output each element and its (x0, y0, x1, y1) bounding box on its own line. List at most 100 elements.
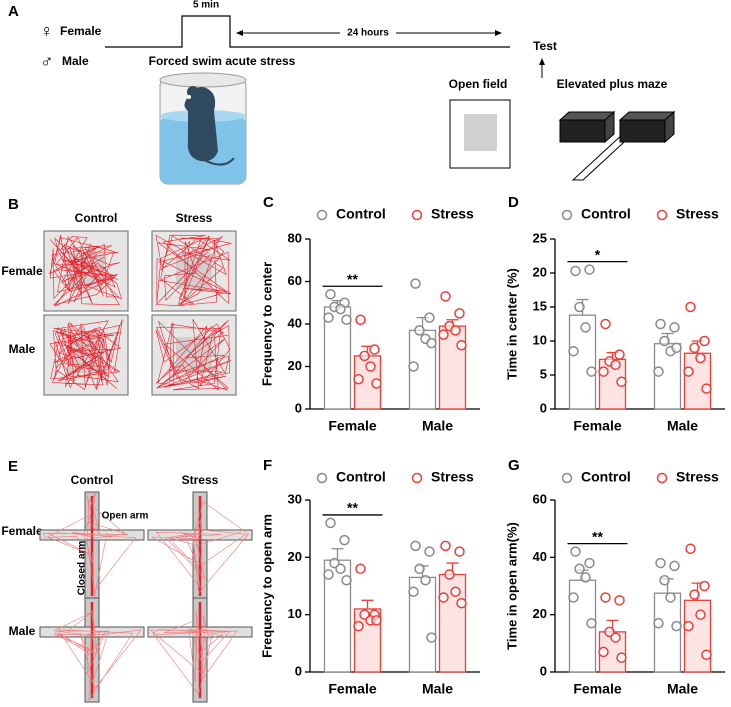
data-point (653, 366, 664, 377)
arrow-head (539, 58, 545, 65)
legend-marker (656, 472, 668, 484)
data-point (655, 318, 666, 330)
y-tick-label: 20 (533, 606, 547, 621)
track (49, 319, 123, 391)
data-point (653, 618, 664, 629)
data-point (574, 301, 585, 313)
duration: 5 min (193, 0, 219, 11)
x-tick-label: Male (422, 681, 453, 697)
legend-label: Stress (676, 469, 719, 485)
data-point (369, 344, 380, 355)
column-label: Control (75, 211, 118, 225)
data-point (683, 366, 694, 377)
bar (438, 325, 467, 410)
y-tick-label: 0 (295, 400, 302, 415)
data-point (695, 352, 706, 364)
x-tick-label: Male (667, 418, 698, 434)
data-point (598, 646, 609, 658)
male-symbol: ♂ (40, 51, 54, 71)
data-point (341, 314, 352, 325)
data-point (685, 543, 696, 554)
y-tick-label: 60 (288, 273, 302, 288)
data-point (353, 620, 364, 632)
data-point (570, 265, 581, 277)
legend-label: Control (581, 206, 631, 222)
data-point (440, 291, 451, 302)
significance-label: * (595, 246, 601, 262)
data-point (610, 632, 621, 643)
data-point (616, 376, 627, 388)
data-point (438, 592, 449, 603)
y-tick-label: 15 (533, 298, 547, 313)
data-point (584, 557, 595, 569)
data-point (426, 337, 437, 349)
x-tick-label: Male (667, 681, 698, 697)
data-point (685, 301, 696, 313)
track (151, 501, 249, 594)
x-tick-label: Female (328, 681, 376, 697)
data-point (323, 312, 334, 323)
female-label: Female (60, 24, 102, 38)
data-point (450, 325, 461, 336)
legend-label: Stress (431, 469, 474, 485)
column-label: Stress (176, 211, 213, 225)
bar (408, 576, 437, 673)
data-point (444, 569, 455, 580)
track (49, 235, 122, 307)
open-arm-label: Open arm (102, 511, 149, 522)
data-point (568, 592, 579, 603)
panel-label: C (263, 194, 274, 211)
data-point (410, 278, 421, 289)
legend-marker (411, 472, 423, 484)
data-point (695, 609, 706, 620)
bar (653, 592, 682, 673)
data-point (614, 349, 625, 360)
data-point (610, 359, 621, 371)
column-label: Control (71, 473, 114, 487)
data-point (341, 575, 352, 586)
data-point (359, 350, 370, 362)
data-point (586, 618, 597, 629)
data-point (701, 649, 712, 661)
track-images (43, 230, 237, 396)
maze-images (39, 491, 253, 703)
significance-label: ** (347, 271, 358, 287)
data-point (671, 342, 682, 354)
data-point (456, 597, 467, 609)
data-point (355, 314, 366, 325)
row-label: Male (9, 342, 36, 356)
data-point (440, 540, 451, 552)
row-label: Female (1, 264, 43, 278)
error-bar (361, 599, 374, 609)
data-point (683, 620, 694, 632)
y-tick-label: 40 (288, 315, 302, 330)
data-point (699, 335, 710, 347)
plus-maze-label: Elevated plus maze (557, 77, 668, 91)
legend-marker (561, 472, 573, 484)
y-axis-label: Time in open arm(%) (504, 522, 519, 650)
track (53, 609, 142, 701)
data-point (454, 546, 465, 557)
plus-maze (558, 110, 676, 181)
data-point (600, 318, 611, 330)
data-point (574, 563, 585, 575)
data-point (424, 312, 435, 323)
data-point (420, 575, 431, 586)
data-point (353, 374, 364, 385)
data-point (659, 335, 670, 347)
data-point (325, 517, 336, 529)
y-tick-label: 30 (288, 491, 302, 506)
data-point (699, 580, 710, 592)
panel-label: E (8, 458, 18, 475)
track (149, 611, 238, 696)
data-point (426, 632, 437, 643)
data-point (408, 586, 419, 597)
x-tick-label: Male (422, 418, 453, 434)
data-point (689, 342, 700, 354)
data-point (365, 361, 376, 372)
data-point (669, 560, 680, 572)
panel-label: G (508, 457, 520, 474)
significance-label: ** (347, 500, 358, 516)
data-point (665, 592, 676, 603)
interval: 24 hours (347, 28, 389, 39)
